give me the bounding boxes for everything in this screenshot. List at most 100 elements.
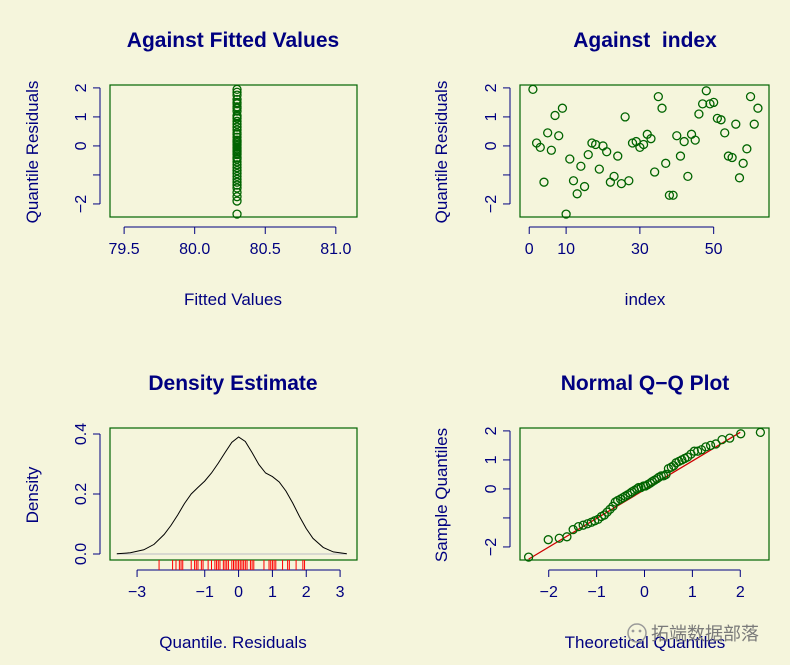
panel3-y-tick-label: 0.0 — [73, 543, 90, 565]
panel1-point — [232, 160, 242, 170]
panel1-point — [232, 116, 242, 126]
panel2-point — [657, 103, 667, 113]
panel1-point — [232, 163, 242, 173]
panel1-point — [232, 125, 242, 135]
panel1-point — [232, 180, 242, 190]
panel4-x-tick-label: 1 — [688, 584, 697, 601]
panel3-plot-frame — [109, 427, 358, 561]
panel2-axes: 0 10 30 50 −2 0 1 2 — [483, 83, 723, 258]
panel1-point — [232, 196, 242, 206]
panel2-point — [613, 151, 623, 161]
panel-qq: Normal Q−Q Plot Theoretical Quantiles Sa… — [432, 372, 770, 652]
panel2-point — [546, 145, 557, 155]
panel2-point — [672, 131, 682, 141]
panel2-point — [539, 177, 549, 187]
panel2-point — [579, 181, 590, 192]
panel4-point — [602, 507, 612, 517]
panel4-point — [627, 487, 637, 497]
panel3-axes: −3 −1 0 1 2 3 0.0 0.2 0.4 — [73, 423, 345, 601]
panel2-point — [694, 109, 704, 119]
panel2-point — [727, 152, 737, 163]
panel4-x-tick-label: −1 — [587, 584, 605, 601]
wechat-icon — [627, 623, 647, 643]
panel1-point — [232, 165, 242, 176]
panel2-point — [745, 91, 756, 102]
panel-index: Against index index Quantile Residuals 0… — [432, 29, 770, 309]
panel4-plot-frame — [519, 427, 770, 561]
panel1-axes: 79.5 80.0 80.5 81.0 −2 0 1 2 — [73, 83, 352, 258]
wechat-icon-eye-left — [631, 629, 635, 633]
panel2-point — [554, 131, 564, 141]
panel4-point — [717, 434, 727, 445]
panel4-point — [705, 440, 716, 451]
panel4-y-tick-label: 0 — [483, 484, 500, 493]
panel2-point — [646, 134, 656, 144]
panel2-xlabel: index — [625, 290, 666, 309]
panel1-point — [232, 154, 242, 164]
panel2-point — [602, 147, 612, 157]
panel1-x-tick-label: 80.0 — [179, 241, 210, 258]
panel2-point — [664, 190, 675, 200]
panel3-xlabel: Quantile. Residuals — [159, 633, 306, 652]
panel2-point — [731, 119, 741, 129]
panel2-point — [565, 154, 575, 164]
panel1-point — [232, 177, 242, 187]
panel2-point — [594, 164, 604, 174]
panel2-y-tick-label: −2 — [483, 195, 500, 213]
panel4-point — [701, 442, 711, 452]
panel1-point — [232, 132, 242, 142]
panel2-point — [557, 103, 568, 113]
watermark-text: 拓端数据部落 — [651, 624, 759, 644]
panel2-ylabel: Quantile Residuals — [432, 81, 451, 224]
panel2-point — [653, 91, 663, 102]
panel1-point — [232, 168, 242, 179]
panel2-point — [583, 149, 593, 160]
panel2-point — [749, 119, 759, 129]
panel1-xlabel: Fitted Values — [184, 290, 282, 309]
panel1-point — [232, 103, 242, 113]
panel2-title: Against index — [573, 29, 717, 52]
panel3-x-tick-label: −3 — [128, 584, 146, 601]
panel1-point — [232, 119, 242, 129]
panel2-points — [528, 84, 763, 219]
panel2-point — [543, 128, 553, 138]
panel4-point — [562, 532, 572, 542]
panel4-point — [640, 481, 651, 491]
panel2-x-tick-label: 10 — [557, 241, 575, 258]
panel4-point — [725, 433, 735, 443]
panel2-point — [620, 112, 630, 122]
panel2-point — [734, 173, 745, 183]
panel2-point — [598, 141, 608, 151]
panel3-x-tick-label: 3 — [336, 584, 345, 601]
panel4-point — [659, 471, 669, 481]
panel2-point — [624, 176, 634, 186]
panel3-y-tick-label: 0.2 — [73, 483, 90, 505]
panel1-point — [232, 171, 242, 182]
panel2-point — [638, 139, 649, 150]
panel1-x-tick-label: 81.0 — [320, 241, 351, 258]
panel1-point — [232, 87, 242, 97]
panel2-point — [683, 171, 693, 182]
panel4-y-tick-label: 1 — [483, 455, 500, 464]
watermark: 拓端数据部落 — [627, 623, 759, 644]
panel4-x-tick-label: −2 — [540, 584, 558, 601]
panel2-point — [753, 103, 763, 113]
panel3-x-tick-label: 2 — [302, 584, 311, 601]
panel1-point — [232, 106, 242, 116]
panel1-point — [232, 192, 242, 202]
panel2-point — [679, 136, 689, 147]
panel3-density-curve — [116, 436, 347, 555]
panel2-point — [576, 161, 586, 171]
panel1-point — [232, 113, 242, 124]
panel4-title: Normal Q−Q Plot — [561, 372, 730, 395]
panel2-point — [668, 190, 678, 200]
panel1-title: Against Fitted Values — [127, 29, 339, 52]
panel2-y-tick-label: 2 — [483, 83, 500, 92]
panel3-x-tick-label: 1 — [268, 584, 277, 601]
panel2-x-tick-label: 30 — [631, 241, 649, 258]
panel2-point — [738, 158, 748, 168]
panel4-y-tick-label: −2 — [483, 538, 500, 556]
panel1-point — [232, 129, 242, 139]
panel2-point — [686, 129, 697, 139]
panel1-points — [232, 84, 242, 219]
